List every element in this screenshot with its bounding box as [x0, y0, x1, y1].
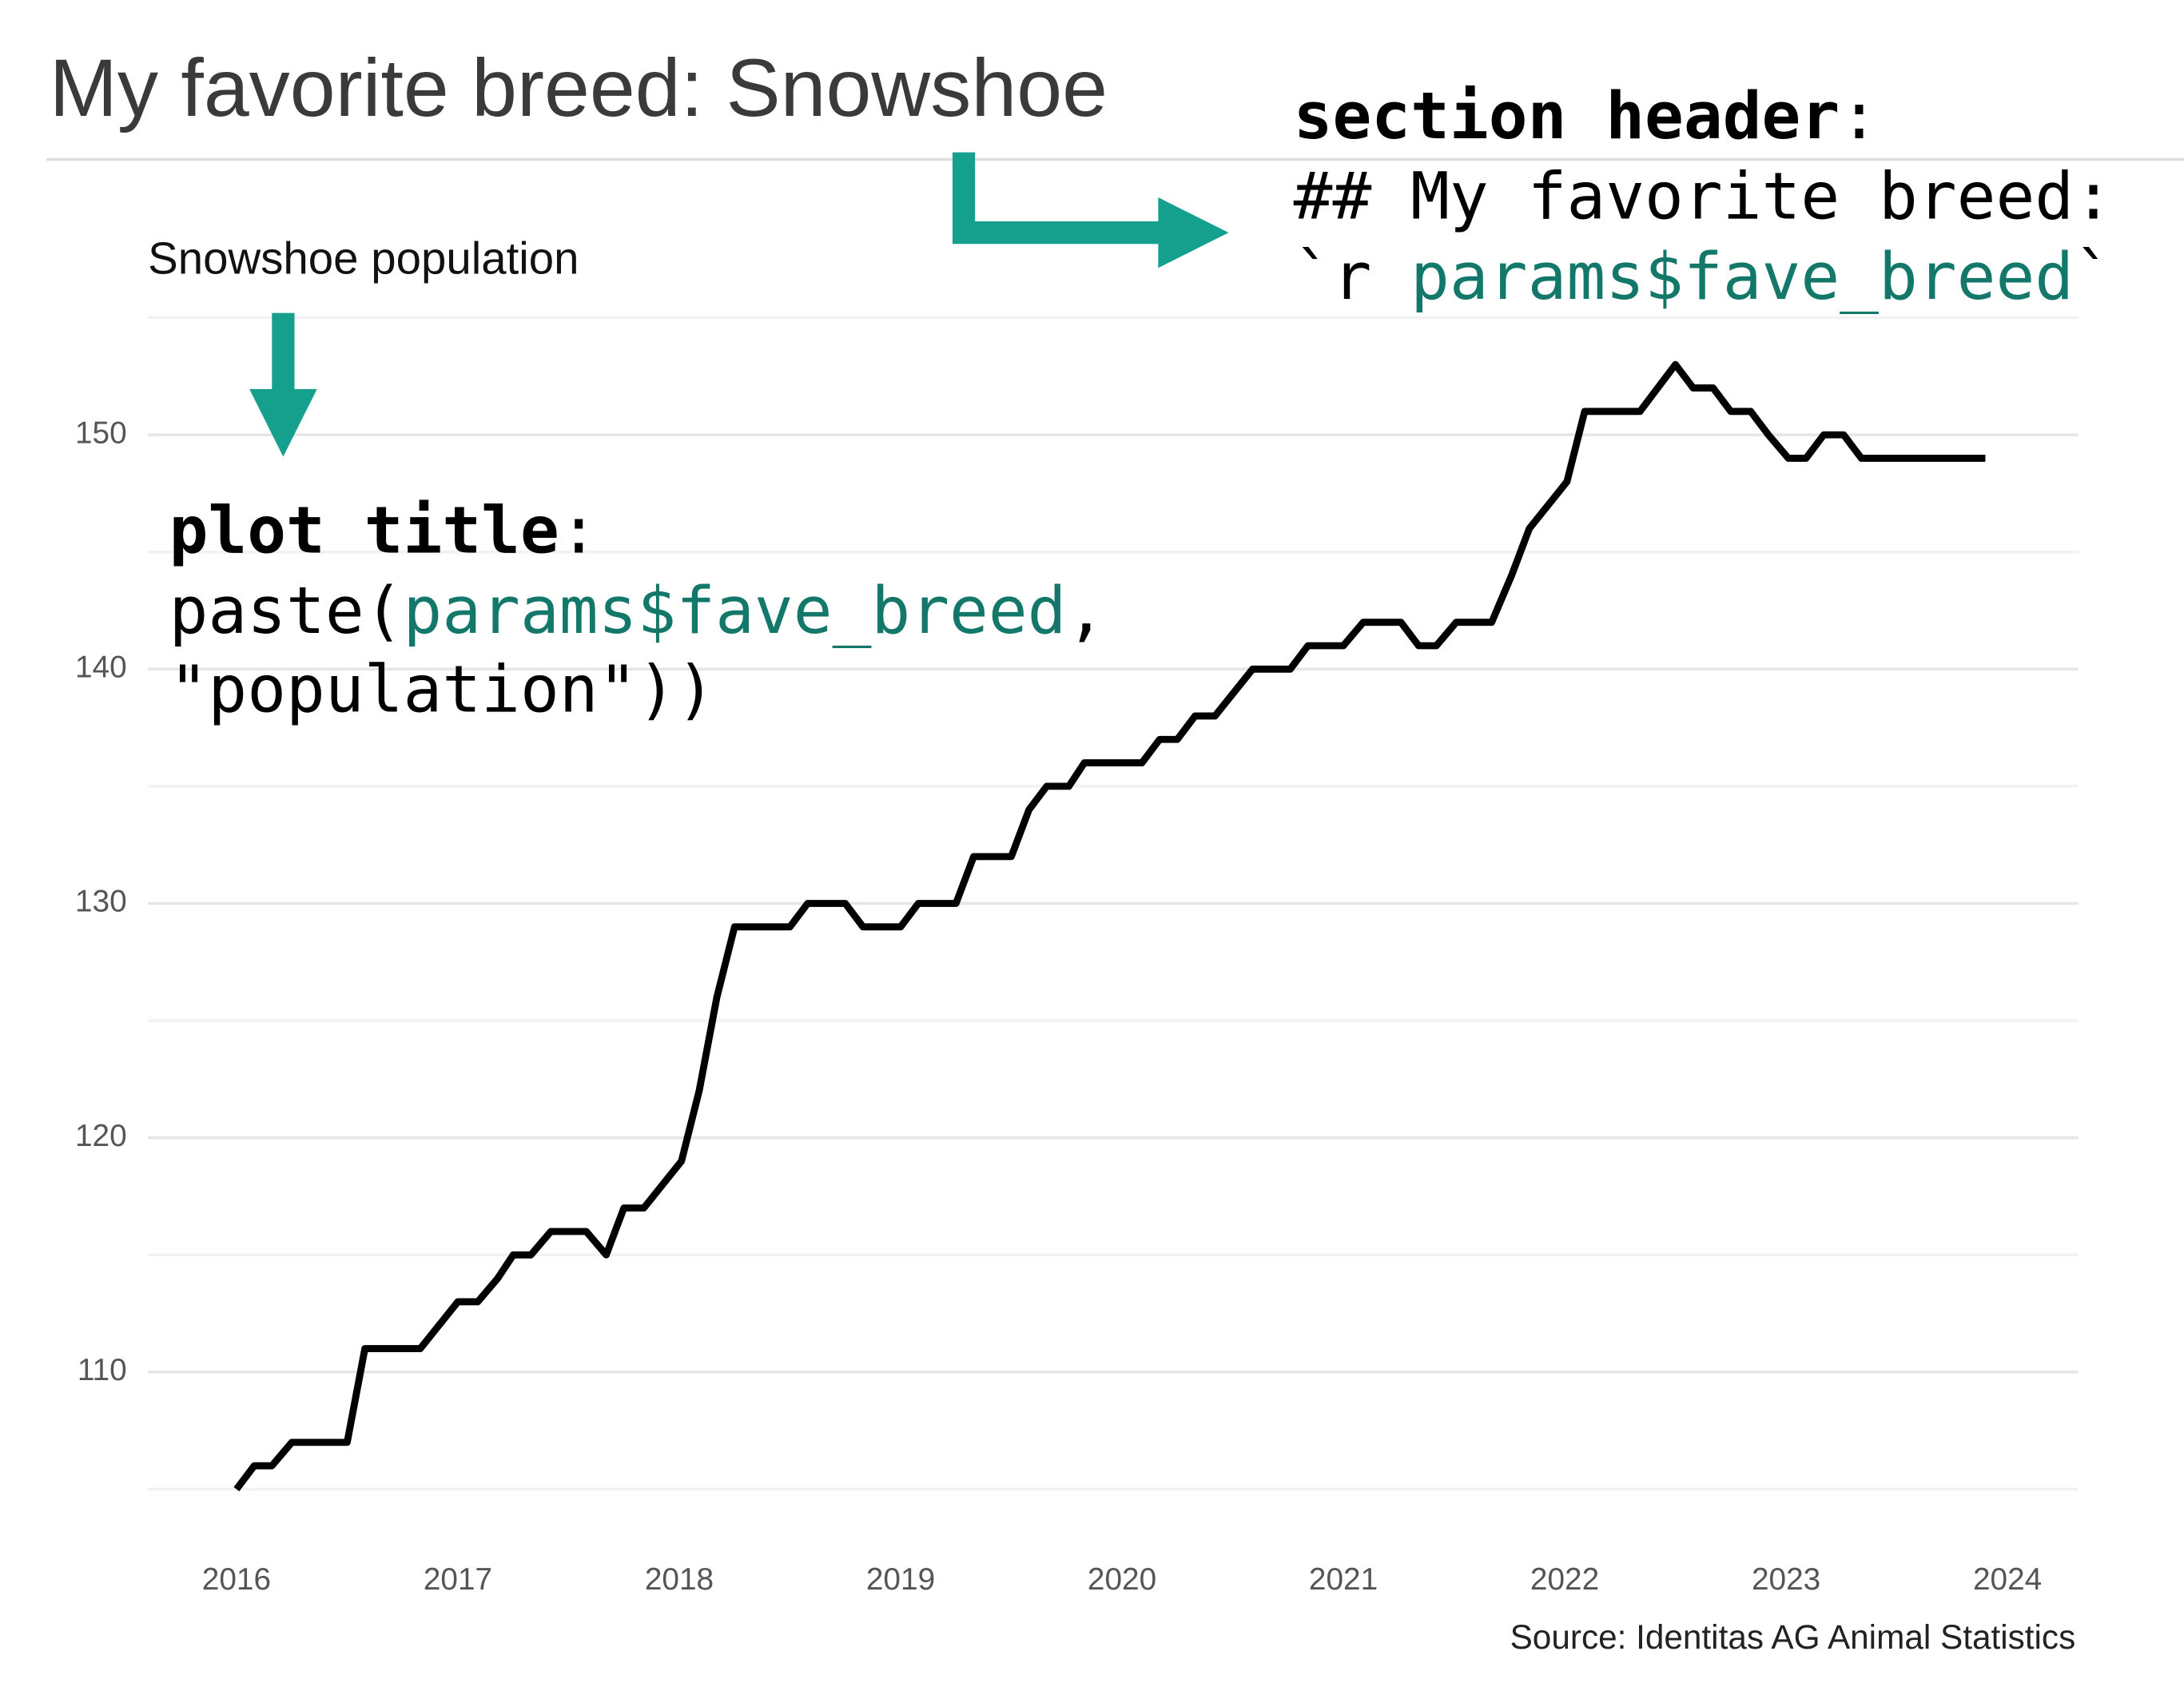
arrow-head — [249, 388, 317, 457]
annotation-text: : — [559, 493, 599, 568]
code: paste( — [169, 574, 404, 649]
arrow — [952, 152, 1170, 245]
arrow — [272, 312, 295, 400]
plot-title: Snowshoe population — [148, 233, 579, 283]
annotation-code: ## My favorite breed: — [1294, 160, 2113, 235]
x-tick-label: 2018 — [645, 1562, 714, 1597]
annotation: plot title: — [169, 493, 599, 568]
plot-area: 110 120 130 140 150 2016 2017 2018 2019 2020 2021 2… — [75, 316, 2079, 1597]
code: , — [1067, 574, 1106, 649]
y-tick-label: 120 — [75, 1119, 127, 1153]
code-param: params$fave_breed — [1410, 240, 2074, 315]
code: `r — [1294, 240, 1410, 315]
code-param: params$fave_breed — [404, 574, 1067, 649]
x-tick-label: 2022 — [1530, 1562, 1599, 1597]
x-tick-label: 2017 — [424, 1562, 492, 1597]
x-tick-label: 2021 — [1309, 1562, 1378, 1597]
x-tick-label: 2019 — [866, 1562, 935, 1597]
annotation-code: paste(params$fave_breed, — [169, 574, 1106, 649]
code: ` — [2074, 240, 2113, 315]
caption: Source: Identitas AG Animal Statistics — [1510, 1618, 2076, 1656]
x-tick-label: 2024 — [1973, 1562, 2042, 1597]
x-tick-label: 2023 — [1752, 1562, 1820, 1597]
y-tick-label: 150 — [75, 416, 127, 450]
arrow-head — [1158, 197, 1229, 269]
annotation-label: plot title — [169, 493, 559, 568]
annotation-code: "population")) — [169, 653, 716, 728]
page-title: My favorite breed: Snowshoe — [50, 42, 1108, 133]
y-tick-label: 110 — [78, 1353, 127, 1387]
y-tick-label: 140 — [75, 651, 127, 685]
data-line — [233, 360, 1986, 1492]
x-tick-label: 2016 — [202, 1562, 271, 1597]
annotation-label: section header — [1294, 79, 1840, 154]
x-tick-label: 2020 — [1088, 1562, 1156, 1597]
y-tick-label: 130 — [75, 885, 127, 919]
annotation: section header: — [1294, 79, 1879, 154]
annotation-text: : — [1840, 79, 1879, 154]
annotation-code: `r params$fave_breed` — [1294, 240, 2113, 315]
